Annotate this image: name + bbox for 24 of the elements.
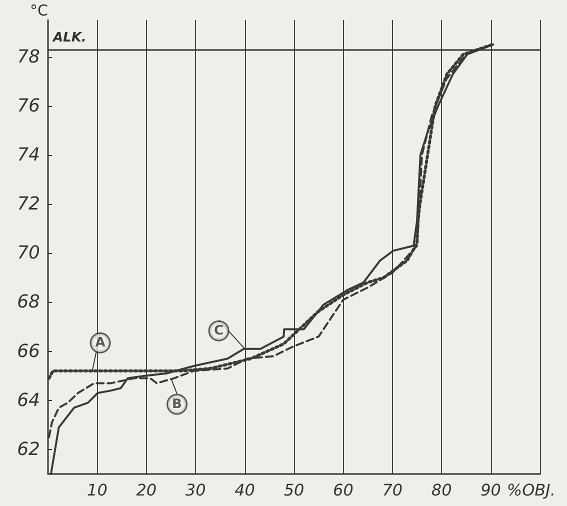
x-tick-label: 30 xyxy=(185,480,206,500)
y-tick-label: 68 xyxy=(17,292,40,313)
ref-line-label: ALK. xyxy=(52,30,86,46)
y-tick-label: 70 xyxy=(17,242,40,264)
y-tick-label: 74 xyxy=(17,144,40,166)
x-tick-label: 70 xyxy=(382,480,403,500)
y-tick-label: 72 xyxy=(17,194,40,215)
x-tick-label: 50 xyxy=(284,480,304,500)
x-tick-label: 80 xyxy=(431,480,452,500)
x-tick-label: 10 xyxy=(87,480,108,500)
y-tick-label: 64 xyxy=(17,390,40,411)
x-axis-title: %OBJ. xyxy=(506,480,556,500)
x-tick-label: 40 xyxy=(234,480,255,500)
y-tick-label: 66 xyxy=(17,340,40,362)
annotation: A xyxy=(95,335,106,350)
y-tick-label: 62 xyxy=(17,438,40,460)
x-tick-label: 60 xyxy=(333,480,354,500)
y-tick-label: 76 xyxy=(17,95,40,116)
y-axis-title: °C xyxy=(30,2,48,20)
annotation: B xyxy=(172,396,182,412)
annotation: C xyxy=(214,323,224,338)
x-tick-label: 90 xyxy=(480,480,501,500)
y-tick-label: 78 xyxy=(17,46,40,68)
x-tick-label: 20 xyxy=(136,480,157,500)
